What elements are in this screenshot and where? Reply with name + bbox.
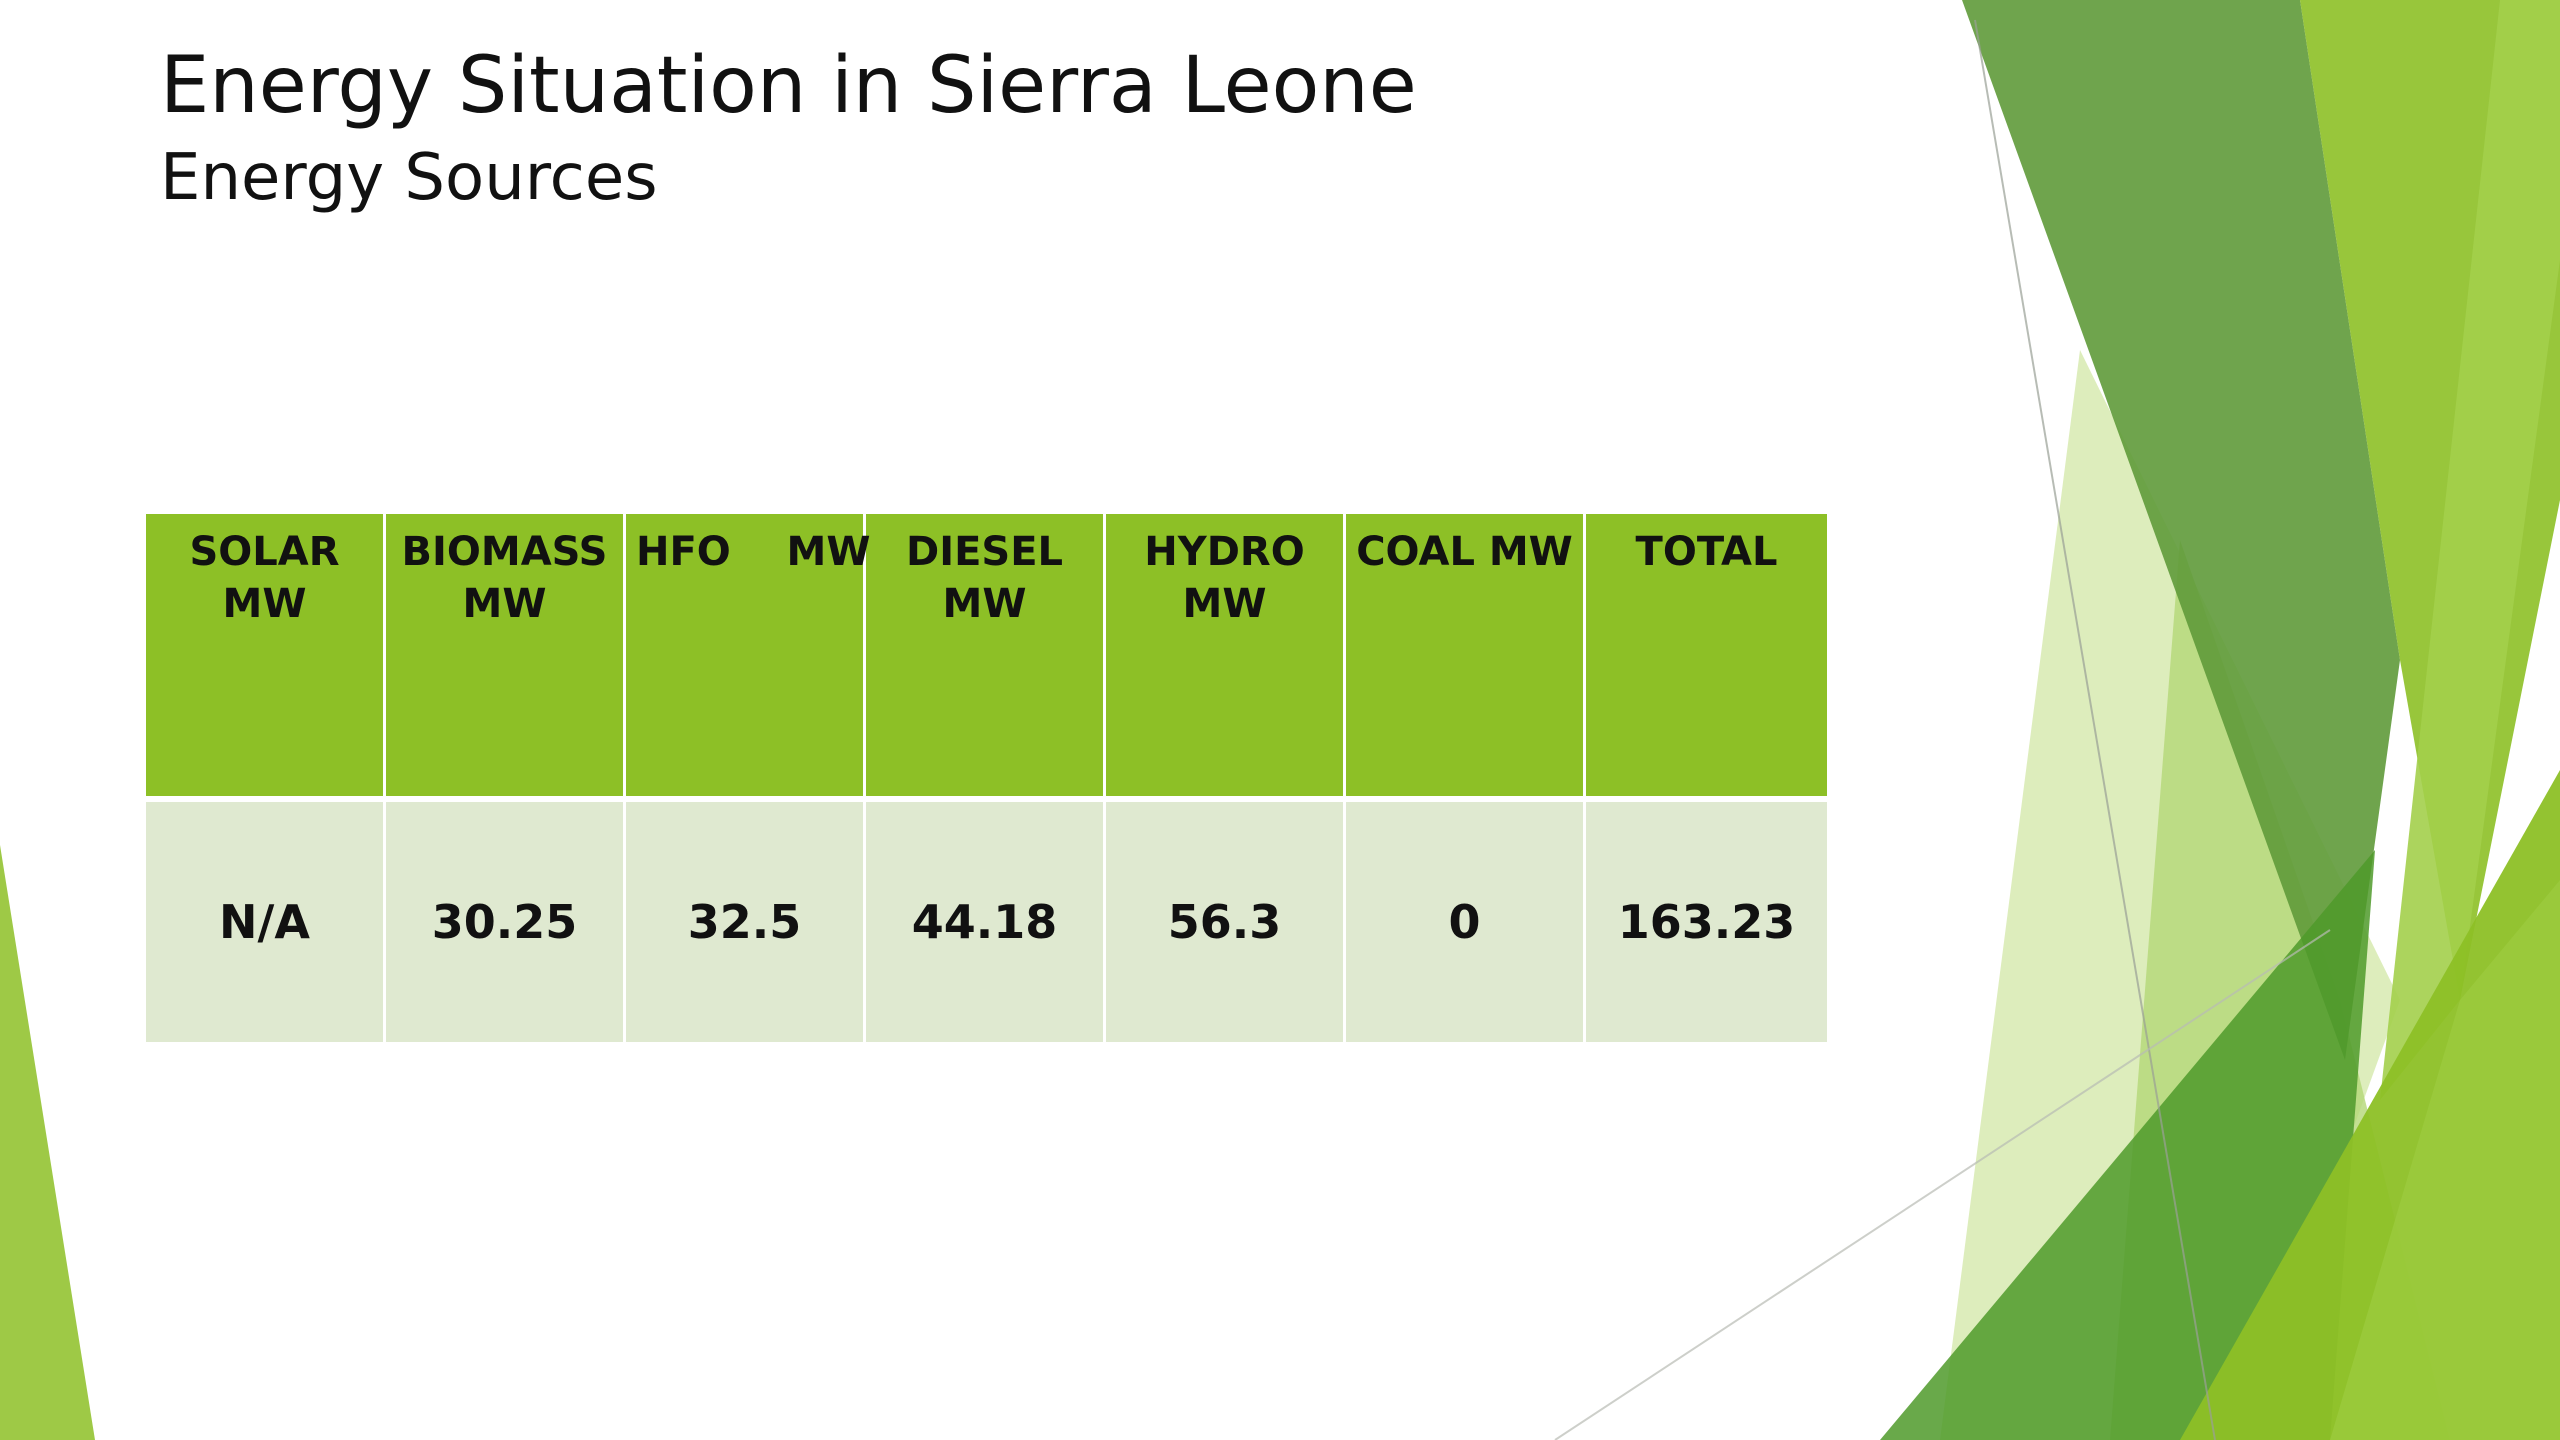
cell-biomass: 30.25 — [383, 797, 626, 1045]
cell-diesel: 44.18 — [863, 797, 1106, 1045]
slide-subtitle: Energy Sources — [160, 141, 658, 215]
table-row: N/A 30.25 32.5 44.18 56.3 0 163.23 — [143, 797, 1830, 1045]
header-coal: COAL MW — [1343, 511, 1586, 801]
left-green-triangle — [0, 845, 95, 1440]
energy-sources-table: SOLAR MW BIOMASS MW HFO MW DIESEL MW HYD… — [143, 511, 1830, 1045]
decor-line — [1974, 19, 2216, 1440]
cell-coal: 0 — [1343, 797, 1586, 1045]
header-biomass: BIOMASS MW — [383, 511, 626, 801]
right-top-band — [2380, 0, 2560, 1100]
right-bottom-light-triangle — [2330, 880, 2560, 1440]
decor-line — [1554, 929, 2331, 1440]
header-total: TOTAL — [1583, 511, 1830, 801]
right-bottom-dark-triangle — [1880, 850, 2375, 1440]
right-dark-triangle — [1962, 0, 2400, 1060]
slide-title: Energy Situation in Sierra Leone — [160, 41, 1417, 131]
header-hydro: HYDRO MW — [1103, 511, 1346, 801]
header-hfo: HFO MW — [623, 511, 870, 801]
table-header-row: SOLAR MW BIOMASS MW HFO MW DIESEL MW HYD… — [143, 511, 1830, 801]
cell-total: 163.23 — [1583, 797, 1830, 1045]
header-solar: SOLAR MW — [143, 511, 386, 801]
header-diesel: DIESEL MW — [863, 511, 1106, 801]
cell-hfo: 32.5 — [623, 797, 866, 1045]
cell-hydro: 56.3 — [1103, 797, 1346, 1045]
cell-solar: N/A — [143, 797, 386, 1045]
